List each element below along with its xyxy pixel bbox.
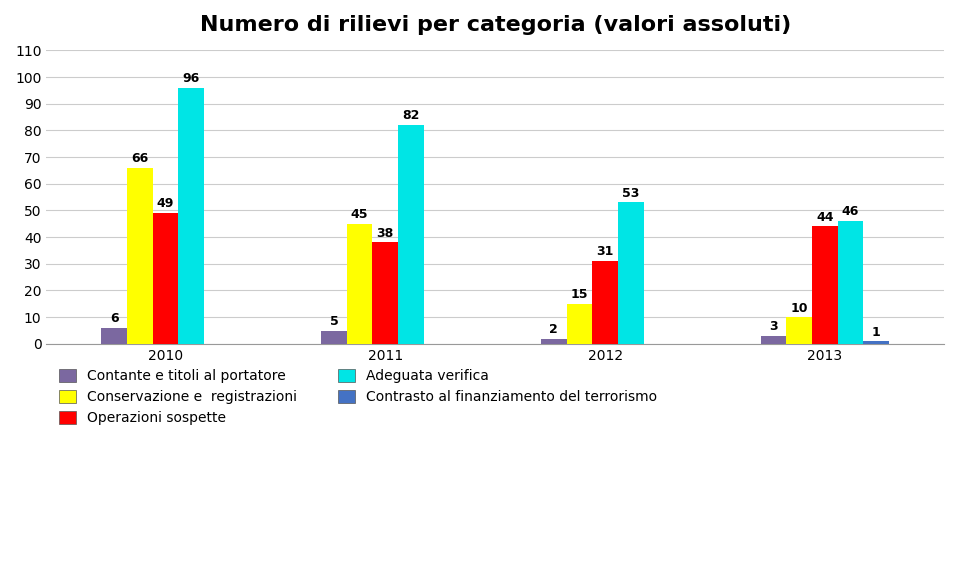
Legend: Contante e titoli al portatore, Conservazione e  registrazioni, Operazioni sospe: Contante e titoli al portatore, Conserva… bbox=[54, 364, 663, 431]
Bar bbox=[127, 168, 152, 344]
Title: Numero di rilievi per categoria (valori assoluti): Numero di rilievi per categoria (valori … bbox=[199, 15, 791, 35]
Text: 31: 31 bbox=[596, 245, 614, 258]
Text: 96: 96 bbox=[182, 72, 199, 85]
Text: 1: 1 bbox=[872, 325, 880, 339]
Text: 46: 46 bbox=[842, 205, 859, 219]
Text: 38: 38 bbox=[377, 227, 394, 240]
Bar bbox=[863, 341, 889, 344]
Bar bbox=[347, 224, 372, 344]
Text: 6: 6 bbox=[110, 312, 119, 325]
Text: 66: 66 bbox=[131, 152, 149, 165]
Text: 2: 2 bbox=[550, 323, 558, 336]
Bar bbox=[760, 336, 786, 344]
Bar bbox=[178, 88, 204, 344]
Bar bbox=[321, 331, 347, 344]
Bar bbox=[812, 226, 838, 344]
Text: 3: 3 bbox=[769, 320, 778, 333]
Text: 53: 53 bbox=[622, 187, 640, 200]
Text: 49: 49 bbox=[156, 198, 175, 210]
Text: 45: 45 bbox=[351, 208, 368, 221]
Bar bbox=[838, 221, 863, 344]
Text: 44: 44 bbox=[816, 211, 833, 224]
Bar bbox=[541, 339, 567, 344]
Bar bbox=[786, 317, 812, 344]
Bar bbox=[593, 261, 618, 344]
Bar bbox=[618, 202, 643, 344]
Bar bbox=[567, 304, 593, 344]
Text: 5: 5 bbox=[330, 315, 339, 328]
Bar bbox=[398, 125, 424, 344]
Bar bbox=[102, 328, 127, 344]
Bar bbox=[152, 213, 178, 344]
Text: 15: 15 bbox=[571, 288, 588, 301]
Text: 10: 10 bbox=[790, 301, 808, 314]
Text: 82: 82 bbox=[402, 110, 420, 122]
Bar bbox=[372, 243, 398, 344]
